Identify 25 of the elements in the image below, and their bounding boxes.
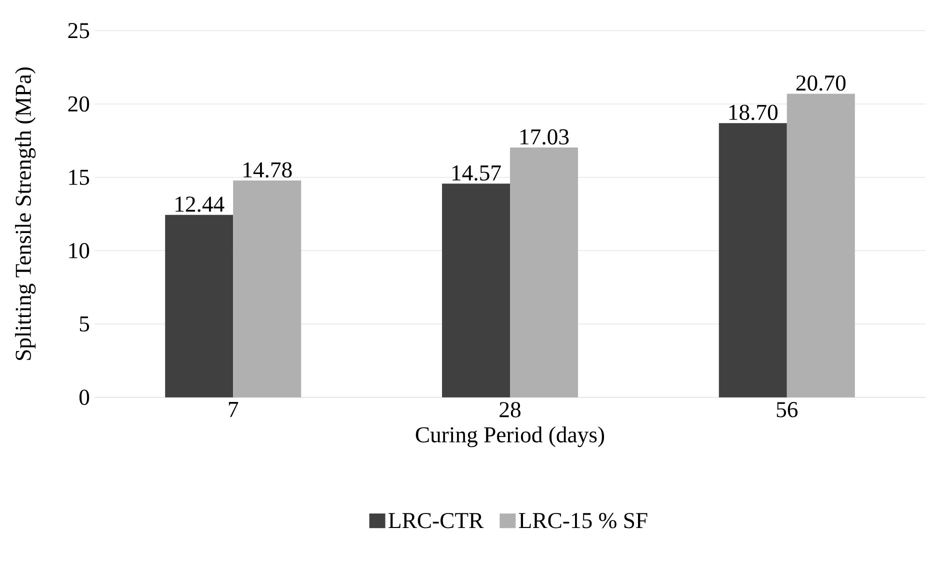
data-label: 17.03 xyxy=(520,129,569,145)
y-tick-label: 15 xyxy=(69,170,90,185)
bar xyxy=(233,180,302,398)
bar xyxy=(786,94,855,398)
x-axis-title: Curing Period (days) xyxy=(416,426,604,448)
data-label: 12.44 xyxy=(176,196,224,212)
bar xyxy=(442,184,510,398)
legend-label: LRC-15 % SF xyxy=(518,512,648,528)
y-axis-title: Splitting Tensile Strength (MPa) xyxy=(15,67,36,360)
y-tick-label: 5 xyxy=(80,316,90,332)
y-tick-label: 20 xyxy=(68,96,90,112)
x-tick-label: 7 xyxy=(228,402,238,417)
bar xyxy=(510,148,578,398)
bar xyxy=(165,214,234,398)
data-label: 20.70 xyxy=(796,75,846,91)
data-label: 14.78 xyxy=(244,162,292,178)
data-label: 18.70 xyxy=(729,104,778,120)
y-tick-label: 10 xyxy=(69,243,90,258)
legend-label: LRC-CTR xyxy=(388,512,484,528)
x-tick-label: 56 xyxy=(776,402,798,418)
bar xyxy=(718,123,787,398)
y-tick-label: 25 xyxy=(68,23,90,38)
data-label: 14.57 xyxy=(452,165,501,181)
y-tick-label: 0 xyxy=(79,390,90,405)
x-tick-label: 28 xyxy=(500,402,520,418)
